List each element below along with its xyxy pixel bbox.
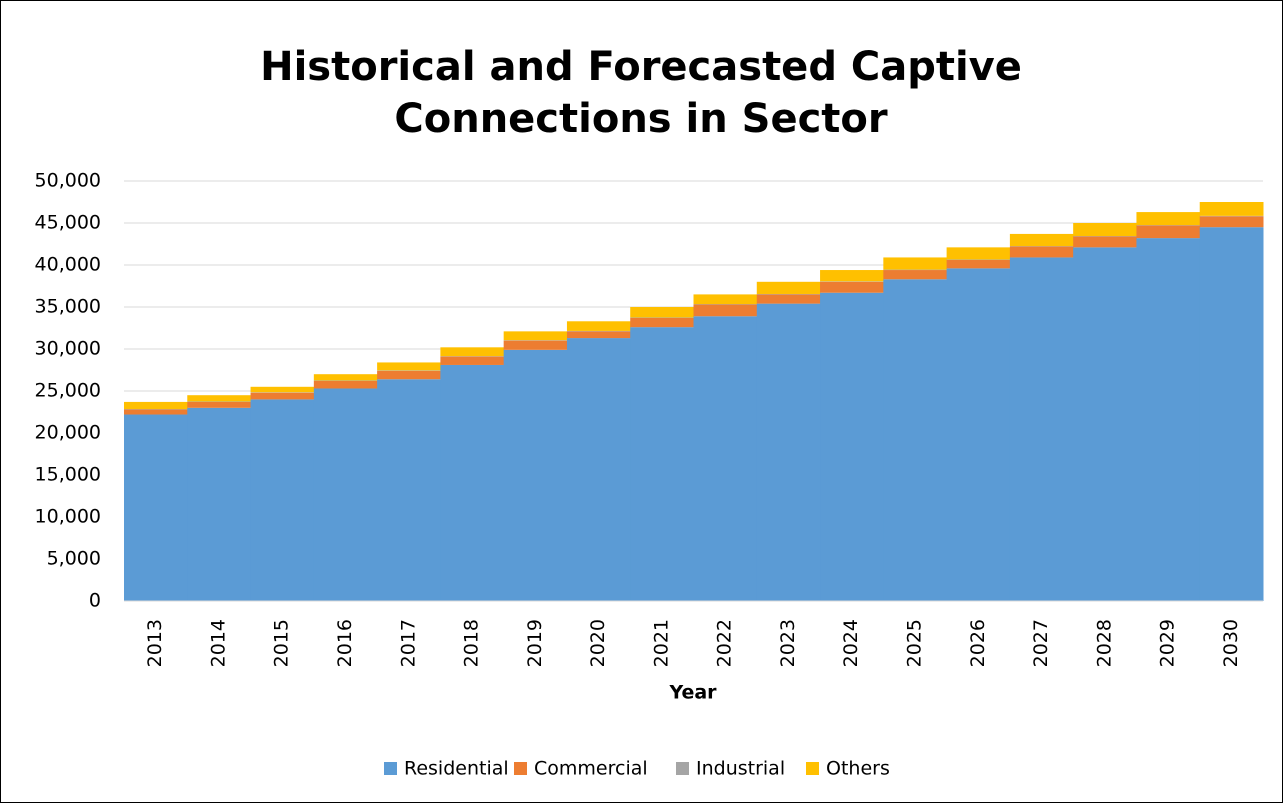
bar-segment: [1199, 202, 1264, 216]
bar-segment: [503, 331, 568, 341]
bar-segment: [250, 386, 315, 393]
chart-title: Historical and Forecasted Captive Connec…: [260, 44, 1022, 142]
x-tick-label: 2022: [714, 619, 736, 667]
bar-segment: [946, 247, 1011, 260]
bar-segment: [124, 414, 188, 601]
bar-segment: [820, 270, 884, 282]
bar-segment: [1199, 216, 1264, 228]
x-axis-label: Year: [668, 682, 717, 704]
bar-segment: [946, 268, 1011, 601]
y-tick-label: 5,000: [47, 548, 101, 570]
legend-swatch: [514, 762, 527, 775]
bar-segment: [1136, 225, 1201, 239]
y-tick-label: 30,000: [35, 338, 101, 360]
bar-segment: [756, 281, 821, 294]
bar-segment: [756, 294, 821, 304]
bar-segment: [503, 340, 568, 350]
bar-segment: [503, 349, 568, 601]
x-tick-label: 2020: [587, 619, 609, 667]
bar-segment: [1073, 247, 1137, 602]
bar-segment: [883, 257, 948, 270]
bar-segment: [1009, 233, 1074, 247]
bar-segment: [756, 303, 821, 601]
x-tick-label: 2028: [1093, 619, 1115, 667]
bar-segment: [313, 374, 378, 381]
x-tick-label: 2021: [650, 619, 672, 667]
bar-segment: [440, 364, 505, 601]
x-tick-label: 2023: [777, 619, 799, 667]
x-tick-label: 2016: [334, 619, 356, 667]
x-tick-label: 2018: [461, 619, 483, 667]
x-tick-label: 2015: [271, 619, 293, 667]
y-tick-label: 25,000: [35, 380, 101, 402]
bar-segment: [566, 331, 631, 339]
legend-swatch: [384, 762, 397, 775]
bar-segment: [1009, 257, 1074, 601]
bar-segment: [566, 321, 631, 331]
bar-segment: [883, 279, 948, 601]
x-tick-label: 2024: [840, 619, 862, 667]
legend-swatch: [676, 762, 689, 775]
bar-segment: [377, 370, 441, 380]
bar-segment: [187, 407, 252, 601]
x-tick-label: 2014: [207, 619, 229, 667]
x-tick-label: 2017: [397, 619, 419, 667]
bar-segment: [313, 388, 378, 601]
bar-segment: [820, 292, 884, 601]
bar-segment: [124, 401, 188, 410]
y-tick-label: 40,000: [35, 254, 101, 276]
bar-segment: [1073, 236, 1137, 248]
y-tick-label: 50,000: [35, 170, 101, 192]
x-tick-label: 2013: [144, 619, 166, 667]
bar-segment: [630, 327, 694, 601]
x-tick-label: 2030: [1220, 619, 1242, 667]
bar-segment: [1009, 246, 1074, 258]
bar-segment: [630, 317, 694, 328]
bar-segment: [187, 401, 252, 408]
legend-label: Industrial: [696, 758, 785, 780]
x-tick-label: 2025: [903, 619, 925, 667]
x-tick-label: 2019: [524, 619, 546, 667]
bar-segment: [820, 281, 884, 293]
y-tick-label: 20,000: [35, 422, 101, 444]
y-tick-label: 35,000: [35, 296, 101, 318]
bar-segment: [1199, 227, 1264, 601]
legend-swatch: [806, 762, 819, 775]
bar-segment: [1136, 212, 1201, 226]
legend-label: Commercial: [534, 758, 648, 780]
x-tick-label: 2029: [1157, 619, 1179, 667]
y-tick-label: 10,000: [35, 506, 101, 528]
x-tick-label: 2026: [967, 619, 989, 667]
legend-label: Others: [826, 758, 890, 780]
bar-segment: [250, 399, 315, 601]
bar-segment: [693, 294, 758, 305]
bar-segment: [250, 392, 315, 400]
bar-segment: [630, 307, 694, 318]
bar-segment: [1136, 238, 1201, 601]
bar-segment: [187, 395, 252, 402]
bar-segment: [124, 409, 188, 415]
bar-segment: [440, 356, 505, 365]
legend-label: Residential: [404, 758, 509, 780]
y-tick-label: 0: [89, 590, 101, 612]
bar-segment: [693, 316, 758, 601]
x-tick-label: 2027: [1030, 619, 1052, 667]
bar-segment: [693, 304, 758, 317]
bar-segment: [440, 347, 505, 357]
bar-segment: [377, 379, 441, 601]
bar-segment: [1073, 223, 1137, 237]
bar-segment: [377, 362, 441, 371]
bar-segment: [566, 338, 631, 601]
bar-segment: [883, 270, 948, 280]
y-tick-label: 45,000: [35, 212, 101, 234]
y-tick-label: 15,000: [35, 464, 101, 486]
bar-segment: [313, 380, 378, 389]
bar-segment: [946, 259, 1011, 269]
